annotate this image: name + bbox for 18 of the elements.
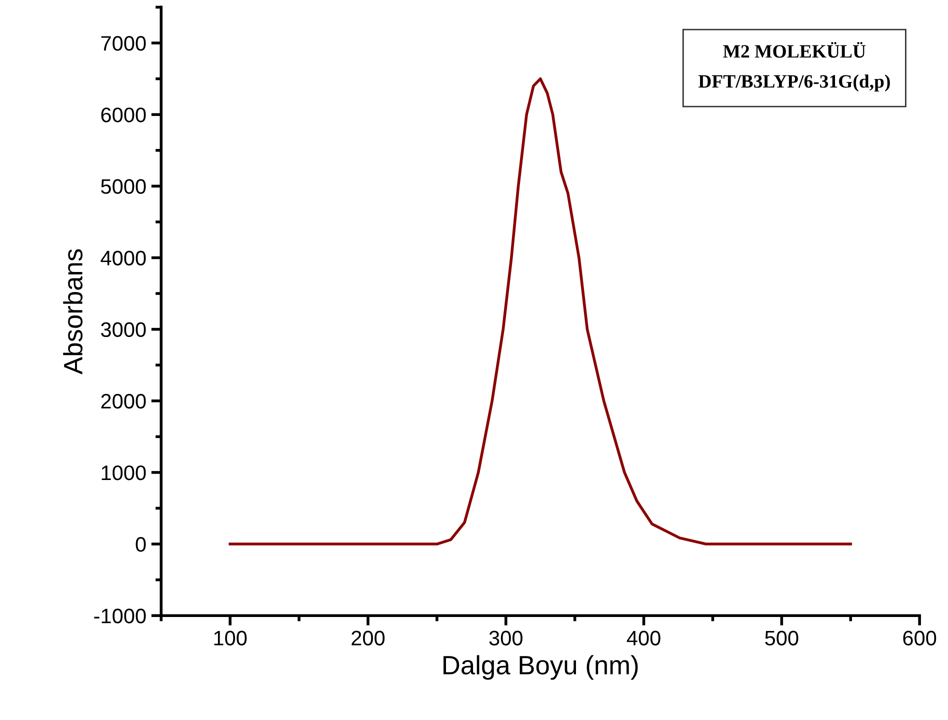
y-tick-label: 4000 <box>100 250 146 266</box>
y-tick-label: 3000 <box>101 322 146 338</box>
x-tick-label: 600 <box>903 630 936 646</box>
x-tick-label: 300 <box>489 630 522 646</box>
y-tick-label: 7000 <box>101 36 146 51</box>
x-tick-label: 500 <box>765 630 798 646</box>
x-tick-label: 100 <box>214 630 247 646</box>
y-tick-label: -1000 <box>94 608 146 624</box>
y-tick-label: 0 <box>136 537 146 552</box>
y-tick-label: 2000 <box>101 394 146 409</box>
y-tick-label: 6000 <box>101 108 146 122</box>
x-tick-label: 400 <box>626 630 660 646</box>
y-tick-label: 5000 <box>101 179 146 194</box>
x-axis-title: Dalga Boyu (nm) <box>444 655 638 680</box>
y-tick-label: 1000 <box>102 465 146 480</box>
annotation: M2 MOLEKÜLÜ DFT/B3LYP/6-31G(d,p) <box>698 42 890 92</box>
y-axis-title: Absorbans <box>63 249 83 374</box>
x-tick-label: 200 <box>352 630 385 646</box>
